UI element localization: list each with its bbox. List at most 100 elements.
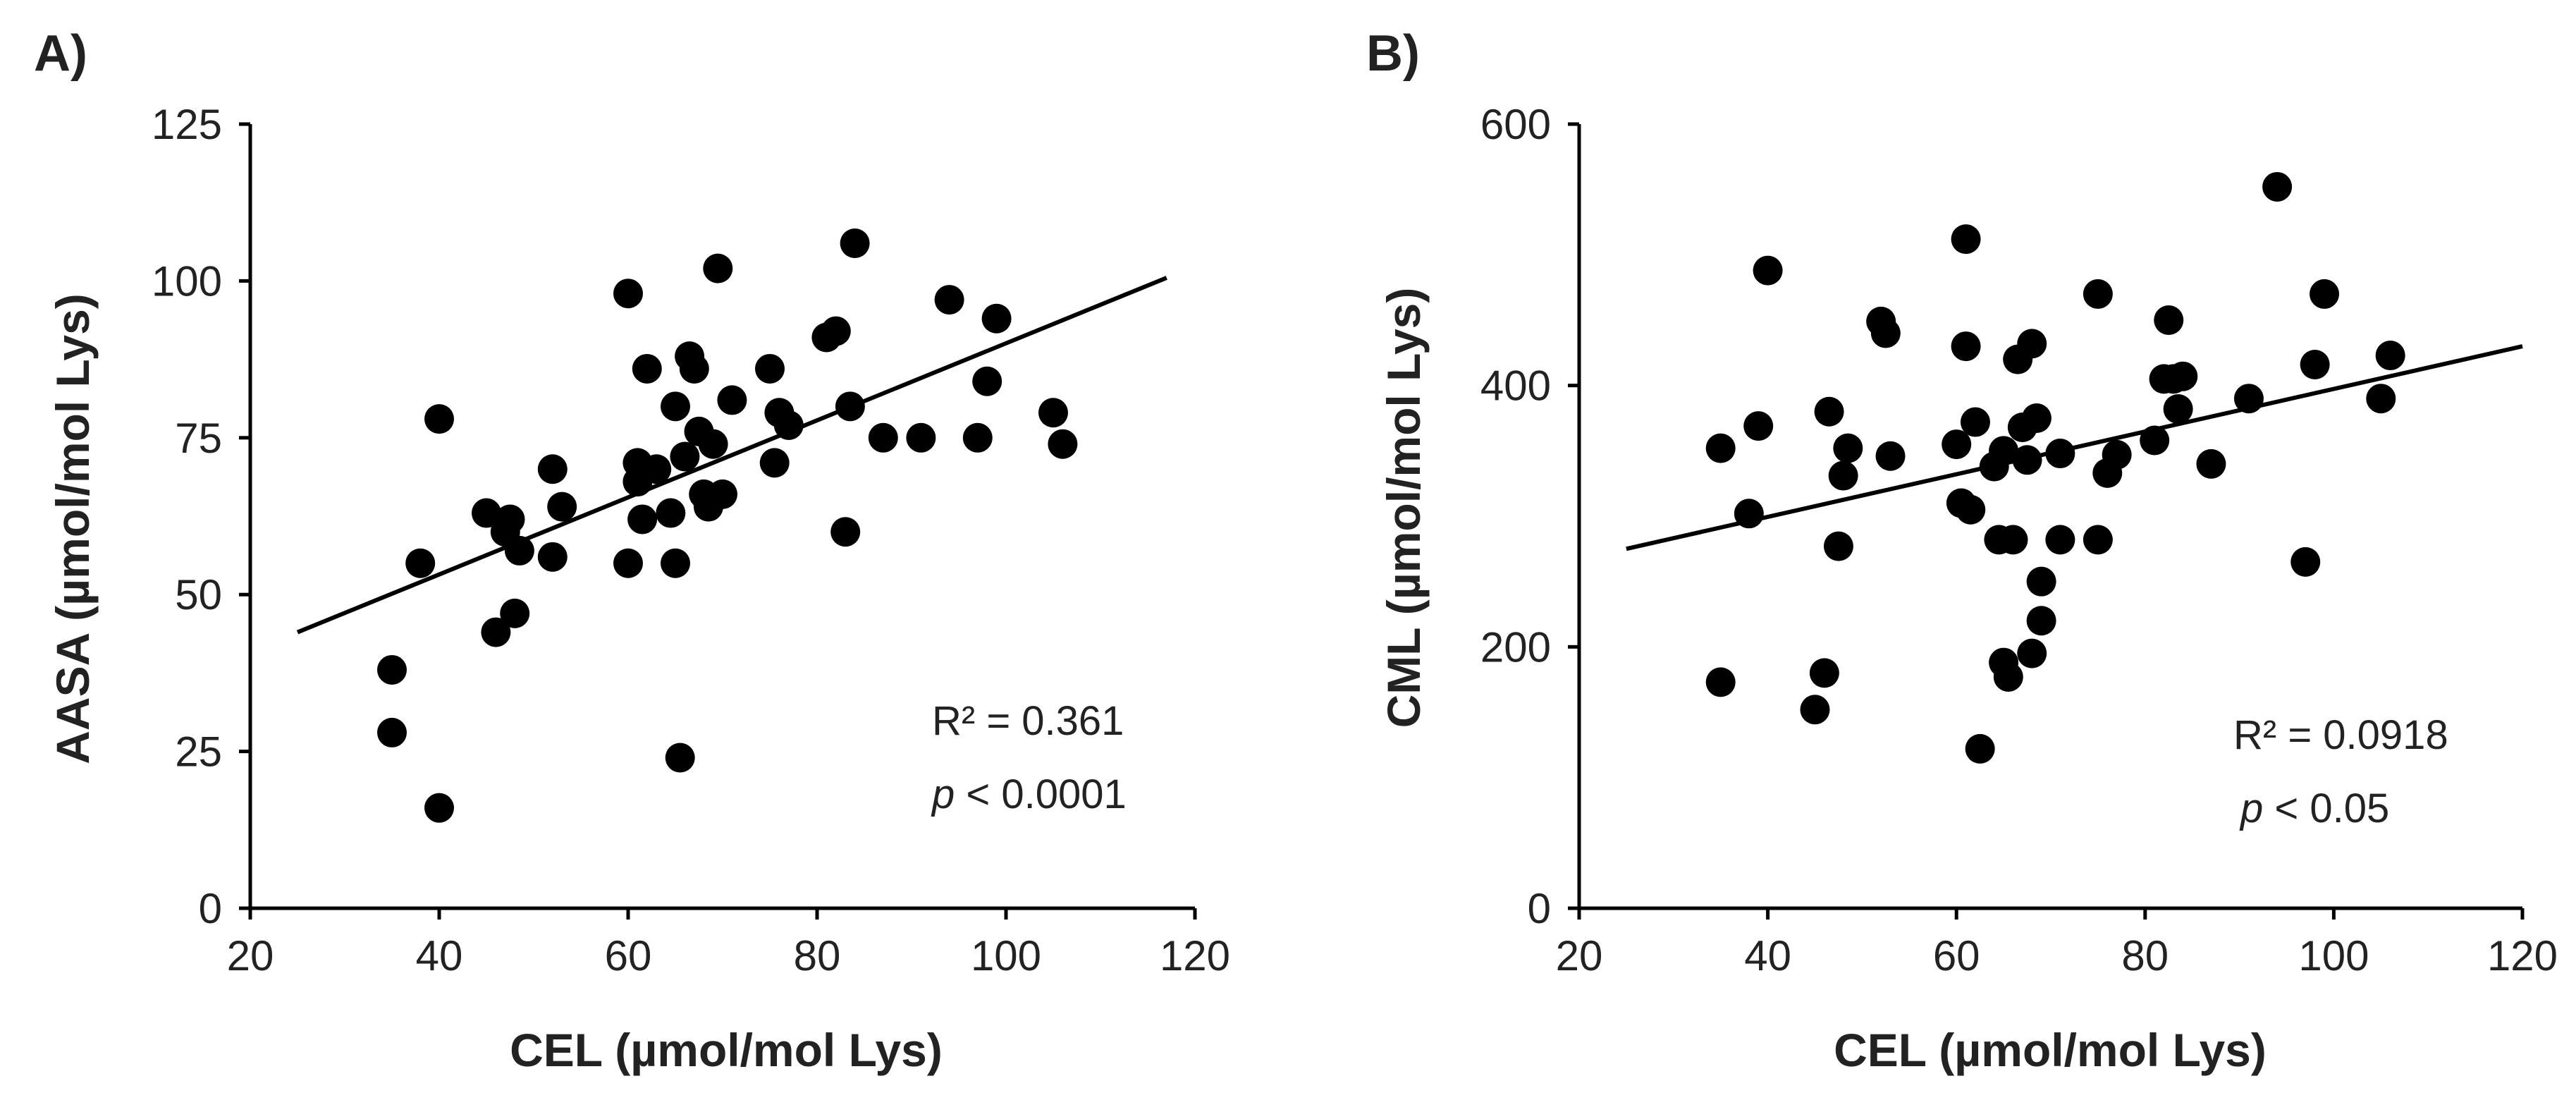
panel-b-data-point — [2168, 361, 2198, 391]
panel-a-data-point — [661, 391, 690, 422]
panel-b-data-point — [1989, 436, 2019, 466]
panel-a-data-point — [830, 517, 861, 547]
panel-a-r2-annotation: R² = 0.361 — [932, 698, 1124, 744]
panel-b-x-tick-label: 100 — [2298, 932, 2369, 979]
panel-a-x-tick-label: 100 — [971, 932, 1041, 979]
panel-b-data-point — [2140, 425, 2170, 456]
panel-b-x-tick-label: 80 — [2121, 932, 2169, 979]
panel-a-x-tick-label: 60 — [605, 932, 652, 979]
panel-b-y-tick-label: 0 — [1528, 885, 1551, 932]
panel-a-data-point — [679, 353, 709, 384]
panel-a-data-point — [547, 491, 577, 522]
panel-b-data-point — [2375, 341, 2405, 371]
panel-b-x-tick-label: 120 — [2487, 932, 2558, 979]
panel-b-data-point — [1823, 531, 1853, 561]
panel-a-data-point — [661, 548, 690, 578]
panel-b-data-point — [1875, 441, 1906, 471]
panel-b-data-point — [2102, 439, 2132, 470]
panel-b-trendline — [1626, 344, 2523, 551]
panel-a-data-point — [500, 598, 530, 628]
panel-a-data-point — [504, 535, 534, 566]
panel-a-data-point — [632, 353, 662, 384]
panel-b-data-point — [1814, 396, 1844, 427]
panel-a-data-point — [495, 504, 525, 535]
panel-b-data-point — [2310, 279, 2340, 309]
panel-a-data-point — [698, 429, 728, 459]
panel-b-data-point — [2083, 525, 2113, 555]
panel-a-data-point — [424, 404, 454, 434]
panel-a: A) AASA (µmol/mol Lys) CEL (µmol/mol Lys… — [34, 25, 1230, 1076]
panel-a-data-point — [755, 353, 785, 384]
panel-a-y-tick-label: 0 — [199, 885, 222, 932]
panel-b-data-point — [1705, 433, 1736, 463]
panel-b-data-point — [2083, 279, 2113, 309]
panel-a-label: A) — [34, 25, 87, 82]
panel-a-y-tick-label: 50 — [175, 571, 222, 618]
panel-a-data-point — [377, 654, 407, 685]
panel-b-data-point — [1998, 525, 2028, 555]
panel-b-data-point — [1800, 695, 1830, 725]
panel-a-data-point — [835, 391, 865, 422]
panel-b-data-point — [1965, 733, 1995, 764]
panel-b-data-point — [1870, 318, 1901, 348]
panel-a-y-tick-label: 25 — [175, 728, 222, 776]
panel-a-y-tick-label: 100 — [152, 257, 222, 305]
panel-a-y-tick-label: 125 — [152, 101, 222, 148]
panel-a-x-tick-label: 20 — [227, 932, 274, 979]
panel-b-data-point — [2163, 394, 2193, 425]
panel-b-data-point — [1828, 460, 1858, 491]
panel-b-y-tick-label: 200 — [1480, 623, 1551, 671]
panel-a-data-point — [934, 285, 964, 315]
panel-a-data-point — [377, 717, 407, 747]
panel-a-x-tick-label: 120 — [1160, 932, 1230, 979]
panel-b-data-point — [2290, 546, 2321, 577]
panel-b-data-point — [2262, 171, 2293, 202]
panel-a-p-symbol: p — [931, 771, 955, 817]
panel-a-data-point — [840, 228, 870, 259]
panel-b-data-point — [1809, 658, 1839, 688]
panel-a-data-point — [424, 793, 454, 823]
panel-a-data-point — [405, 548, 436, 578]
panel-a-data-point — [981, 303, 1012, 334]
panel-b-r2-annotation: R² = 0.0918 — [2233, 712, 2448, 758]
panel-b-data-point — [1993, 661, 2023, 692]
panel-b-y-axis-label: CML (µmol/mol Lys) — [1378, 288, 1430, 728]
panel-a-data-point — [481, 617, 511, 647]
panel-b-data-point — [2026, 566, 2056, 597]
panel-a-data-point — [972, 366, 1002, 396]
panel-b-p-value: < 0.05 — [2263, 786, 2389, 831]
panel-a-data-point — [717, 385, 747, 415]
panel-b-y-tick-label: 600 — [1480, 101, 1551, 148]
panel-a-data-point — [1038, 398, 1068, 428]
panel-a-data-point — [821, 316, 851, 346]
panel-b-data-point — [2017, 329, 2047, 359]
panel-a-x-tick-label: 80 — [794, 932, 841, 979]
panel-a-data-point — [665, 743, 695, 773]
panel-b-data-point — [2196, 448, 2226, 479]
panel-a-data-point — [613, 548, 643, 578]
panel-a-data-point — [537, 542, 568, 572]
panel-b-y-tick-label: 400 — [1480, 362, 1551, 410]
panel-b-data-point — [2300, 350, 2330, 380]
panel-b-data-point — [1951, 224, 1981, 255]
panel-b-data-point — [1734, 499, 1764, 529]
panel-b-data-point — [2045, 439, 2075, 469]
panel-a-data-point — [670, 441, 700, 472]
panel-b-data-point — [2366, 384, 2396, 414]
panel-b-data-point — [2012, 445, 2042, 475]
panel-a-data-point — [1048, 429, 1078, 459]
panel-a-data-point — [537, 454, 568, 484]
panel-b-data-point — [2233, 384, 2264, 414]
panel-a-data-point — [773, 410, 804, 441]
panel-b-data-point — [2017, 638, 2047, 668]
panel-b-data-point — [1753, 255, 1783, 286]
panel-b-data-point — [2045, 525, 2075, 555]
panel-b-x-tick-label: 20 — [1556, 932, 1603, 979]
panel-a-data-point — [759, 448, 790, 478]
panel-b-data-point — [2026, 606, 2056, 636]
panel-b-data-point — [1956, 494, 1986, 525]
panel-b-data-point — [2021, 403, 2051, 433]
panel-a-p-annotation: p < 0.0001 — [931, 771, 1127, 817]
panel-b-x-axis-label: CEL (µmol/mol Lys) — [1834, 1024, 2267, 1076]
